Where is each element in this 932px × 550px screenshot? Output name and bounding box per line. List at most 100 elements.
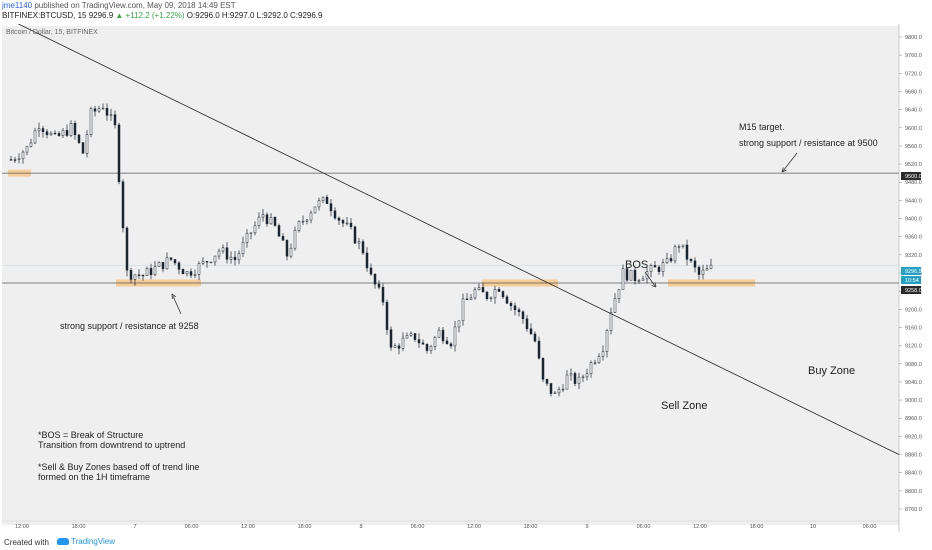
candle-body xyxy=(489,297,493,299)
badge-9258-bg xyxy=(901,286,921,294)
candle-body xyxy=(345,222,349,225)
candle-body xyxy=(281,236,285,241)
time-tick-label: 06:00 xyxy=(637,524,651,530)
candle-body xyxy=(41,128,45,132)
time-tick-label: 10 xyxy=(810,524,816,530)
candle-body xyxy=(85,134,89,154)
chart-title: Bitcoin / Dollar, 15, BITFINEX xyxy=(6,29,98,36)
trend-line[interactable] xyxy=(7,18,900,455)
candle-body xyxy=(685,244,689,260)
candle-body xyxy=(413,333,417,340)
candle-body xyxy=(437,329,441,338)
candle-body xyxy=(265,214,269,225)
footer: Created with TradingView xyxy=(0,532,932,550)
candle-body xyxy=(225,247,229,260)
candle-body xyxy=(469,297,473,300)
badge-current: 9296.9 xyxy=(905,269,922,275)
candle-body xyxy=(357,241,361,244)
candle-body xyxy=(533,333,537,342)
time-tick-label: 18:00 xyxy=(524,524,538,530)
candle-body xyxy=(557,389,561,394)
price-tick-label: 9440.0 xyxy=(905,198,922,204)
candle-body xyxy=(441,329,445,342)
price-tick-label: 8760.0 xyxy=(905,507,922,513)
horizontal-levels[interactable] xyxy=(2,172,899,284)
candle-body xyxy=(177,262,181,270)
candle-body xyxy=(185,271,189,275)
candle-body xyxy=(93,108,97,112)
price-axis[interactable]: 9800.0 9760.0 9720.0 9680.0 9640.0 9600.0 9560… xyxy=(899,35,922,513)
candle-body xyxy=(465,298,469,300)
candle-body xyxy=(337,217,341,221)
candle-body xyxy=(237,253,241,261)
candle-body xyxy=(425,344,429,351)
candle-body xyxy=(329,203,333,212)
author-link[interactable]: jme1140 xyxy=(2,1,33,10)
candle-body xyxy=(361,241,365,254)
badge-current-bg xyxy=(901,267,921,275)
candle-body xyxy=(117,124,121,183)
candle-body xyxy=(309,212,313,221)
candle-body xyxy=(585,373,589,378)
candle-body xyxy=(673,246,677,262)
candle-body xyxy=(661,262,665,272)
candle-body xyxy=(433,336,437,347)
candle-body xyxy=(573,373,577,384)
last-price: 9296.9 xyxy=(88,11,114,20)
candle-body xyxy=(529,328,533,335)
candle-body xyxy=(473,289,477,299)
candle-body xyxy=(373,273,377,285)
candle-body xyxy=(509,303,513,307)
candle-body xyxy=(29,142,33,147)
candle-body xyxy=(69,122,73,136)
candle-body xyxy=(277,225,281,237)
candle-body xyxy=(493,289,497,299)
candle-body xyxy=(541,357,545,380)
candle-body xyxy=(617,289,621,299)
price-tick-label: 9800.0 xyxy=(905,35,922,41)
tradingview-brand[interactable]: TradingView xyxy=(57,537,115,546)
candle-body xyxy=(625,268,629,281)
candle-body xyxy=(145,268,149,276)
candle-body xyxy=(341,220,345,224)
candle-body xyxy=(429,346,433,351)
time-tick-label: 12:00 xyxy=(241,524,255,530)
price-tick-label: 9400.0 xyxy=(905,217,922,223)
time-axis[interactable]: 12:00 18:00 7 06:00 12:00 18:00 8 06:00 12:00 18:… xyxy=(2,520,899,530)
bos-definition-detail: Transition from downtrend to uptrend xyxy=(38,440,185,450)
candle-body xyxy=(537,340,541,359)
candle-body xyxy=(657,266,661,272)
arrow-9500-head xyxy=(781,167,787,173)
candle-body xyxy=(229,256,233,260)
candle-body xyxy=(349,222,353,228)
trend-line-group[interactable] xyxy=(7,18,900,455)
arrow-9258 xyxy=(172,295,182,315)
price-badges: 9500.0 9296.9 10:54 9258.0 xyxy=(901,172,922,294)
time-tick-label: 12:00 xyxy=(693,524,707,530)
candle-body xyxy=(653,265,657,268)
badge-9500: 9500.0 xyxy=(905,174,922,180)
candle-body xyxy=(669,258,673,262)
candle-body xyxy=(201,261,205,264)
candle-body xyxy=(621,268,625,290)
candle-body xyxy=(597,356,601,363)
candle-body xyxy=(293,230,297,249)
price-chart[interactable]: 9800.0 9760.0 9720.0 9680.0 9640.0 9600.0 9560… xyxy=(0,18,932,532)
candle-body xyxy=(709,264,713,269)
candle-body xyxy=(609,312,613,331)
candle-body xyxy=(205,261,209,263)
price-tick-label: 9200.0 xyxy=(905,307,922,313)
candle-body xyxy=(113,114,117,126)
badge-timer: 10:54 xyxy=(905,278,919,284)
candle-body xyxy=(253,225,257,234)
candle-body xyxy=(501,291,505,298)
candle-body xyxy=(105,107,109,116)
candle-body xyxy=(561,388,565,391)
candle-body xyxy=(681,244,685,247)
arrow-9500 xyxy=(782,152,798,172)
candle-body xyxy=(321,196,325,201)
chart-area[interactable]: 9800.0 9760.0 9720.0 9680.0 9640.0 9600.0 9560… xyxy=(0,18,932,532)
candle-body xyxy=(153,266,157,276)
candle-body xyxy=(129,269,133,280)
time-tick-label: 12:00 xyxy=(467,524,481,530)
